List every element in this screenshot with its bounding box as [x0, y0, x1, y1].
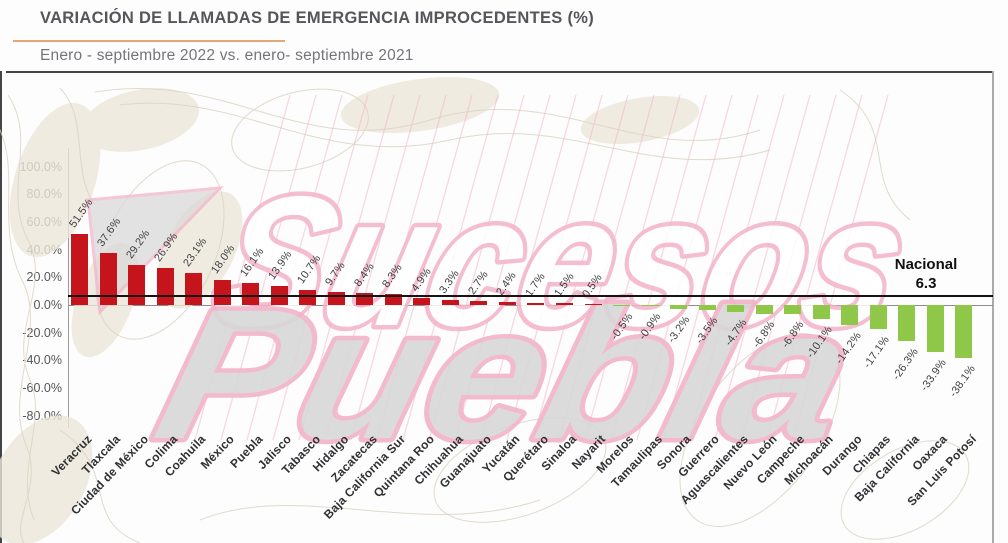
zero-baseline	[68, 305, 993, 306]
bar-zacatecas	[356, 293, 374, 305]
bar-coahuila	[185, 273, 203, 305]
bar-tamaulipas	[641, 305, 659, 307]
bar-san-luis-potosi	[955, 305, 973, 358]
title-accent-underline	[13, 40, 285, 42]
national-average-label: Nacional 6.3	[880, 255, 972, 293]
y-tick-0: 0.0%	[33, 298, 63, 312]
watermark-stripes	[194, 94, 889, 441]
bar-guanajuato	[470, 301, 488, 305]
page-title: VARIACIÓN DE LLAMADAS DE EMERGENCIA IMPR…	[40, 9, 595, 27]
bar-morelos	[613, 305, 631, 306]
bar-puebla	[242, 282, 260, 305]
bar-mexico	[213, 280, 231, 305]
national-average-value: 6.3	[915, 275, 937, 292]
page-subtitle: Enero - septiembre 2022 vs. enero- septi…	[40, 47, 414, 64]
bar-veracruz	[71, 233, 88, 305]
national-average-caption: Nacional	[894, 256, 958, 273]
bar-guerrero	[698, 305, 716, 310]
bar-queretaro	[527, 302, 545, 305]
chart-frame-top-border	[6, 71, 994, 73]
bar-quintana-roo	[413, 298, 431, 305]
bar-aguascalientes	[727, 305, 745, 312]
chart-frame-left-border	[0, 71, 2, 543]
national-average-line	[68, 295, 993, 297]
chart-frame-right-border	[992, 71, 994, 543]
bar-tlaxcala	[99, 252, 117, 305]
bar-colima	[156, 267, 174, 305]
watermark-word-sucesos: Sucesos	[195, 158, 927, 365]
bar-baja-california	[898, 305, 916, 342]
watermark-triangle	[86, 186, 224, 316]
bar-nuevo-leon	[755, 305, 773, 315]
y-tick--40: -40.0%	[22, 353, 62, 368]
bar-chiapas	[869, 305, 887, 329]
bar-yucatan	[498, 301, 516, 305]
bar-sinaloa	[556, 302, 573, 305]
bar-campeche	[784, 305, 802, 315]
bar-baja-california-sur	[384, 293, 402, 305]
bar-chihuahua	[441, 300, 459, 305]
y-tick--20: -20.0%	[22, 325, 62, 340]
bar-sonora	[670, 305, 688, 310]
bar-oaxaca	[926, 305, 944, 352]
bar-hidalgo	[327, 291, 345, 305]
bar-tabasco	[299, 290, 317, 305]
bar-durango	[841, 305, 859, 325]
bar-nayarit	[584, 304, 602, 305]
y-axis-line	[68, 148, 69, 428]
bar-ciudad-de-mexico	[128, 264, 146, 305]
bar-michoacan	[812, 305, 830, 319]
